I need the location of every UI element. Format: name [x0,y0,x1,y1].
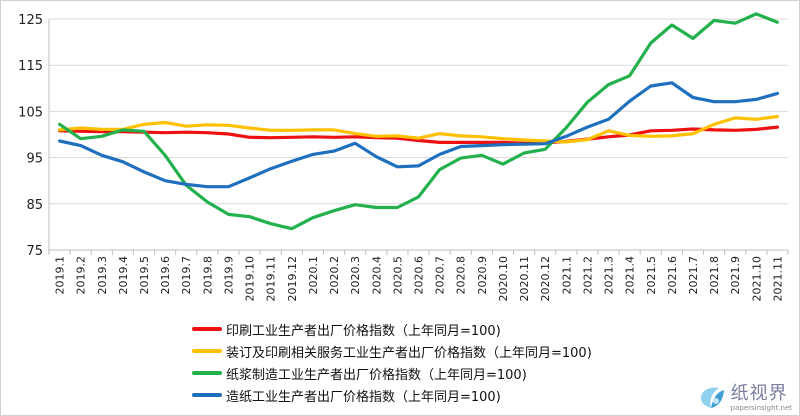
x-tick-label: 2021.2 [581,256,594,295]
x-tick-label: 2021.5 [645,256,658,295]
watermark-text: 纸视界 papersinsight.net [730,383,792,413]
x-tick-label: 2021.8 [708,256,721,295]
watermark: 纸视界 papersinsight.net [697,384,792,412]
legend-swatch [192,393,222,397]
legend-swatch [192,327,222,331]
legend: 印刷工业生产者出厂价格指数（上年同月=100) 装订及印刷相关服务工业生产者出厂… [192,318,592,406]
x-tick-label: 2020.11 [518,256,531,302]
x-tick-label: 2020.9 [476,256,489,295]
legend-item-binding: 装订及印刷相关服务工业生产者出厂价格指数（上年同月=100) [192,340,592,362]
legend-item-pulp: 纸浆制造工业生产者出厂价格指数（上年同月=100) [192,362,592,384]
legend-label: 造纸工业生产者出厂价格指数（上年同月=100) [226,389,501,405]
series-line-0 [57,125,780,145]
legend-swatch [192,371,222,375]
x-tick-label: 2020.3 [349,256,362,295]
watermark-name: 纸视界 [730,383,788,404]
series-line-2 [57,12,780,231]
x-tick-label: 2020.5 [391,256,404,295]
x-tick-labels: 2019.1 2019.2 2019.3 2019.4 2019.5 2019.6 2019… [54,256,785,302]
x-tick-label: 2020.1 [307,256,320,295]
x-tick-label: 2020.8 [455,256,468,295]
x-tick-label: 2021.9 [729,256,742,295]
gridlines [49,18,788,205]
x-tick-label: 2020.12 [539,256,552,302]
paper-logo-icon [700,387,724,408]
y-tick-labels: 75 85 95 105 115 125 [18,13,43,259]
x-tick-label: 2019.11 [265,256,278,302]
y-tick-label: 125 [18,13,43,28]
x-tick-label: 2021.11 [771,256,784,302]
y-tick-label: 85 [26,198,43,213]
x-tick-label: 2021.3 [603,256,616,295]
x-tick-label: 2020.2 [328,256,341,295]
x-tick-label: 2020.10 [497,256,510,302]
x-tick-label: 2021.7 [687,256,700,295]
x-tick-label: 2019.5 [138,256,151,295]
series-line-1 [57,114,780,144]
series-lines [57,12,780,231]
x-tick-label: 2019.2 [75,256,88,295]
x-tick-label: 2019.12 [286,256,299,302]
x-tick-label: 2020.4 [370,256,383,295]
line-chart: 75 85 95 105 115 125 2019.1 2019.2 2019.3 2019.4… [18,12,789,302]
x-tick-label: 2019.9 [222,256,235,295]
x-tick-label: 2021.10 [750,256,763,302]
x-tick-label: 2020.6 [413,256,426,295]
watermark-url: papersinsight.net [730,404,792,412]
x-tick-label: 2019.6 [159,256,172,295]
x-tick-label: 2019.7 [180,256,193,295]
legend-label: 印刷工业生产者出厂价格指数（上年同月=100) [226,323,501,339]
x-tick-label: 2019.10 [244,256,257,302]
legend-item-printing: 印刷工业生产者出厂价格指数（上年同月=100) [192,318,592,340]
x-tick-label: 2019.4 [117,256,130,295]
x-tick-label: 2019.3 [96,256,109,295]
x-tick-label: 2019.1 [54,256,67,295]
legend-swatch [192,349,222,353]
axes [48,19,789,255]
x-tick-label: 2020.7 [434,256,447,295]
x-tick-label: 2021.6 [666,256,679,295]
x-tick-label: 2019.8 [201,256,214,295]
series-line-3 [57,81,780,189]
x-tick-label: 2021.1 [560,256,573,295]
x-tick-label: 2021.4 [624,256,637,295]
y-tick-label: 75 [26,244,43,259]
y-tick-label: 115 [18,59,43,74]
legend-label: 装订及印刷相关服务工业生产者出厂价格指数（上年同月=100) [226,345,592,361]
y-tick-label: 105 [18,105,43,120]
legend-item-paper: 造纸工业生产者出厂价格指数（上年同月=100) [192,384,592,406]
y-tick-label: 95 [26,152,43,167]
legend-label: 纸浆制造工业生产者出厂价格指数（上年同月=100) [226,367,527,383]
